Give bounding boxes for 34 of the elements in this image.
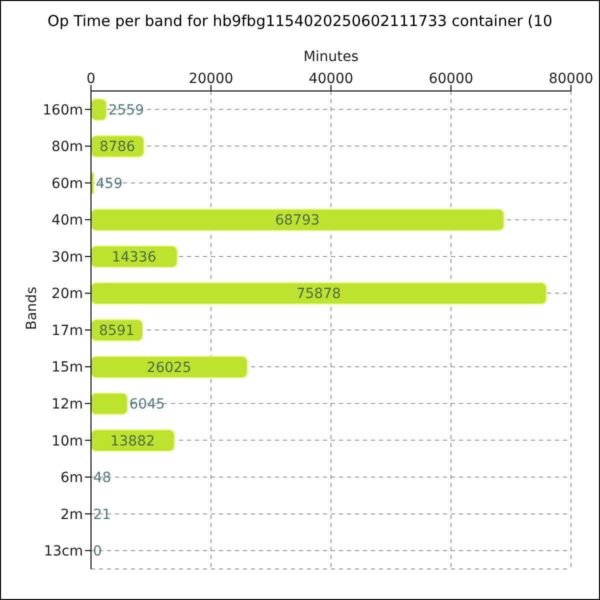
y-tick-label: 20m — [52, 286, 83, 302]
data-label: 459 — [96, 176, 122, 192]
x-tick-label: 80000 — [548, 71, 594, 87]
x-tick-label: 60000 — [428, 71, 474, 87]
y-tick-label: 12m — [52, 396, 83, 413]
data-label: 75878 — [296, 286, 341, 302]
data-label: 13882 — [110, 433, 155, 450]
data-label: 2559 — [108, 102, 144, 118]
data-label: 68793 — [275, 212, 320, 229]
data-label: 6045 — [129, 396, 165, 413]
data-label: 0 — [93, 544, 102, 560]
y-tick-label: 2m — [60, 506, 83, 523]
y-tick-label: 17m — [52, 322, 83, 339]
data-label: 8786 — [100, 139, 136, 156]
y-tick-label: 80m — [52, 139, 83, 156]
data-label: 21 — [93, 506, 111, 523]
x-tick-label: 0 — [86, 71, 96, 87]
y-tick-label: 40m — [52, 212, 83, 229]
y-tick-label: 6m — [60, 470, 83, 486]
y-tick-label: 15m — [52, 360, 83, 376]
data-label: 14336 — [112, 249, 156, 266]
y-tick-label: 160m — [42, 102, 83, 118]
y-tick-label: 13cm — [44, 544, 83, 560]
data-label: 26025 — [146, 360, 192, 376]
y-tick-label: 60m — [52, 176, 83, 192]
data-label: 48 — [93, 470, 112, 486]
chart-title: Op Time per band for hb9fbg1154020250602111733 container (10 — [46, 11, 554, 32]
x-tick-label: 20000 — [188, 71, 234, 87]
x-tick-label: 40000 — [308, 71, 354, 87]
x-axis-title: Minutes — [303, 48, 359, 65]
data-label: 8591 — [98, 323, 135, 339]
y-tick-label: 10m — [52, 433, 83, 450]
y-tick-label: 30m — [52, 249, 83, 266]
y-axis-title: Bands — [24, 286, 40, 330]
